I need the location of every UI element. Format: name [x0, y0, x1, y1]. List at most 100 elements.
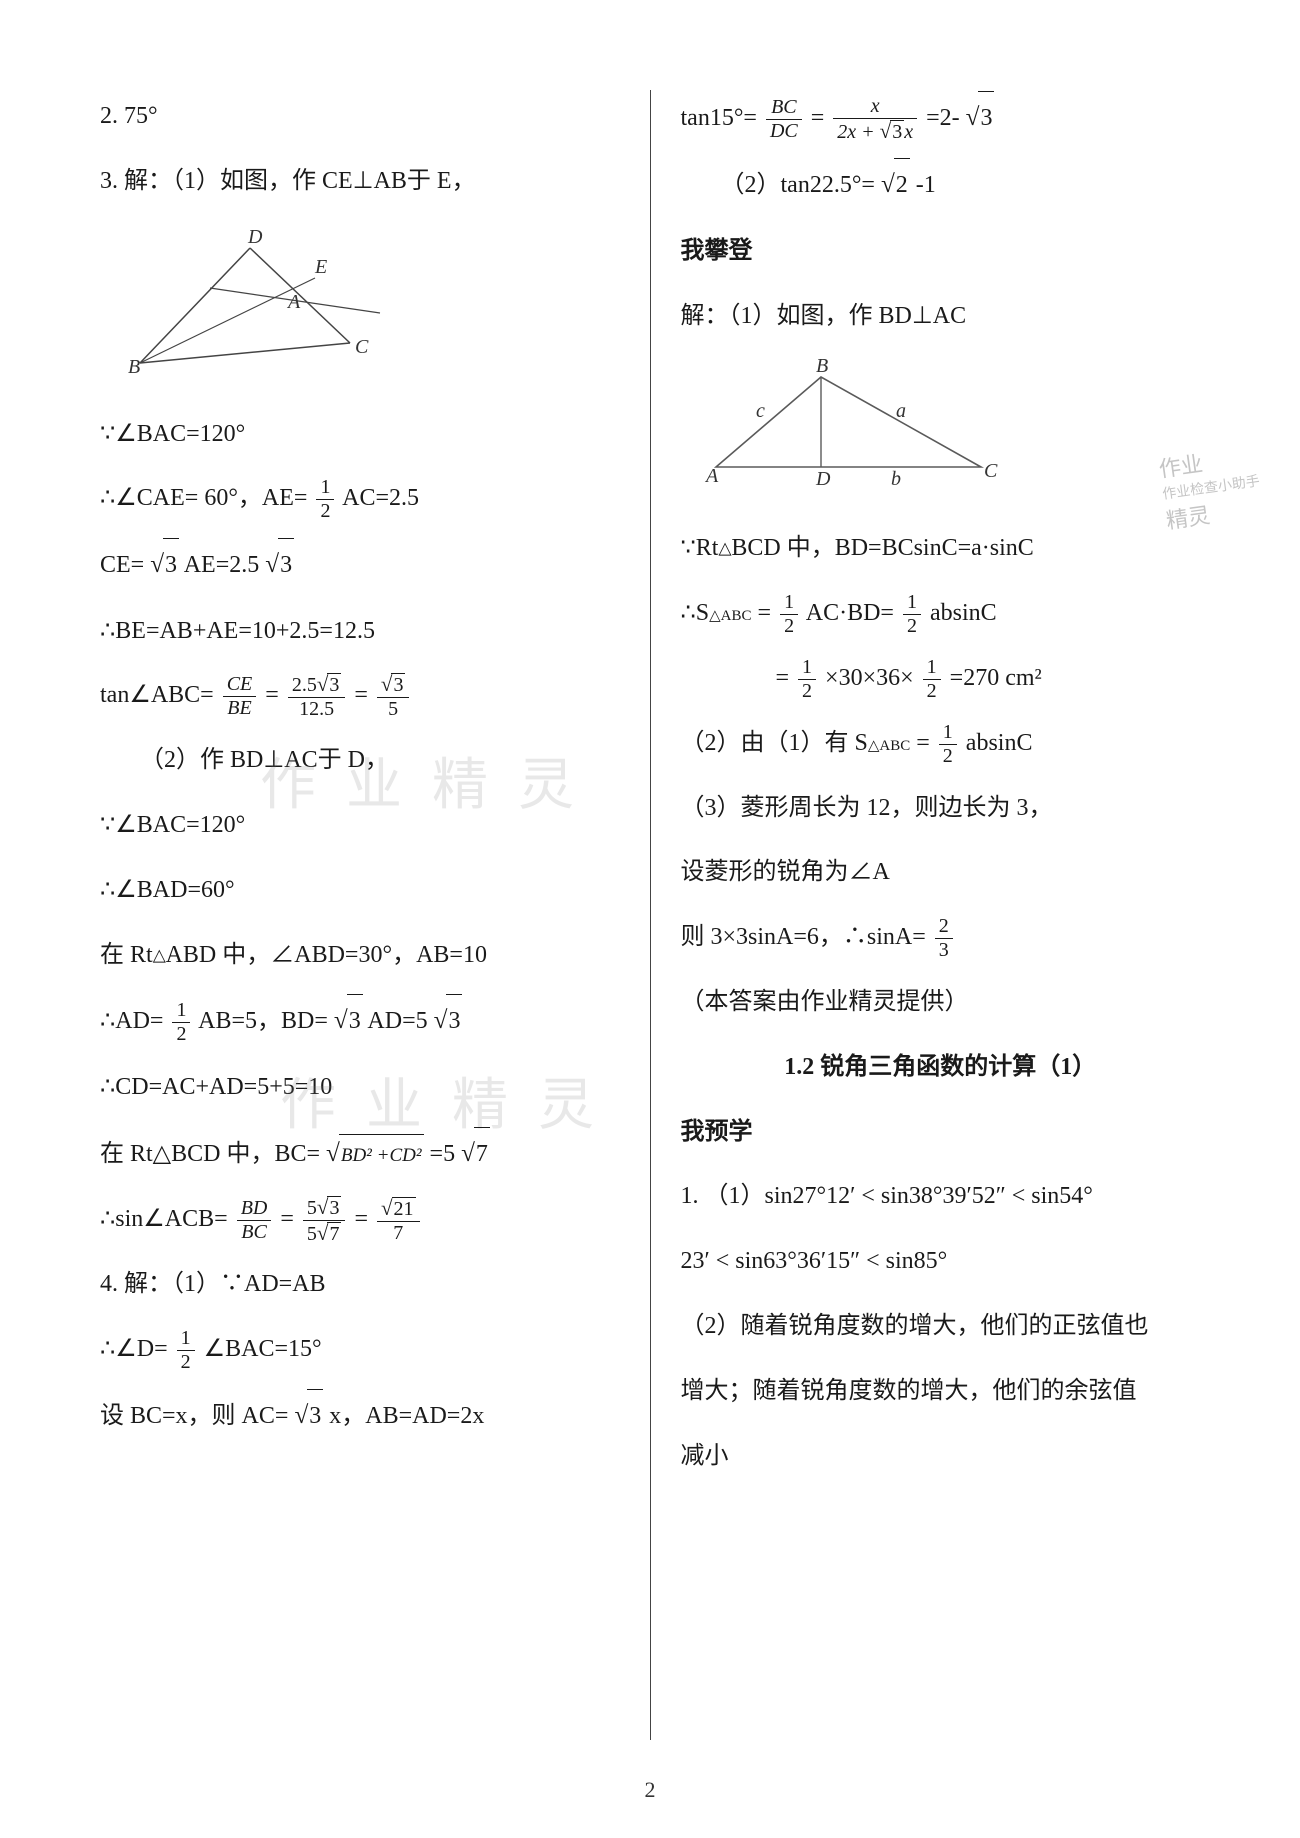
diagram-label: b: [891, 468, 901, 490]
text-fragment: AC·BD=: [806, 600, 900, 626]
text-line: ∴CD=AC+AD=5+5=10: [100, 1061, 620, 1114]
text-fragment: =: [776, 665, 796, 691]
text-fragment: =5: [430, 1141, 456, 1167]
text-fragment: -1: [916, 172, 936, 198]
text-fragment: =: [280, 1206, 300, 1232]
sqrt: 3: [434, 993, 463, 1048]
text-fragment: =: [916, 730, 936, 756]
text-line: CE= 3 AE=2.5 3: [100, 537, 620, 592]
text-fragment: =: [354, 682, 374, 708]
text-fragment: ×30×36×: [825, 665, 920, 691]
section-heading: 1.2 锐角三角函数的计算（1）: [681, 1041, 1201, 1094]
fraction: 12: [177, 1327, 195, 1374]
fraction: 2.53 12.5: [288, 672, 346, 721]
text-line: 解：（1）如图，作 BD⊥AC: [681, 290, 1201, 343]
text-fragment: （2）tan22.5°=: [721, 172, 881, 198]
text-fragment: tan∠ABC=: [100, 682, 220, 708]
text-line: 则 3×3sinA=6，∴sinA= 23: [681, 911, 1201, 964]
left-column: 2. 75° 3. 解：（1）如图，作 CE⊥AB于 E， D E A C B …: [80, 90, 651, 1740]
text-line: 4. 解：（1）∵AD=AB: [100, 1258, 620, 1311]
sqrt: 3: [294, 1388, 323, 1443]
text-line: （2）由（1）有 S△ABC = 12 absinC: [681, 717, 1201, 770]
subscript: △ABC: [868, 738, 910, 754]
text-fragment: AB=5，BD=: [198, 1008, 334, 1034]
text-fragment: ∵Rt△BCD 中，BD=BCsinC=a·sinC: [681, 535, 1034, 561]
text-fragment: CE=: [100, 552, 150, 578]
text-line: ∴S△ABC = 12 AC·BD= 12 absinC: [681, 587, 1201, 640]
fraction: 12: [316, 476, 334, 523]
fraction: 12: [172, 999, 190, 1046]
text-line: 减小: [681, 1430, 1201, 1483]
fraction: 23: [935, 915, 953, 962]
text-line: 增大；随着锐角度数的增大，他们的余弦值: [681, 1365, 1201, 1418]
subscript: △ABC: [709, 608, 751, 624]
fraction: x 2x + 3x: [833, 95, 917, 144]
text-line: （2）作 BD⊥AC于 D，: [100, 734, 620, 787]
diagram-label: C: [355, 336, 369, 358]
text-fragment: 在 Rt△ABD 中，∠ABD=30°，AB=10: [100, 942, 487, 968]
text-fragment: ∴∠CAE= 60°，AE=: [100, 485, 313, 511]
sqrt: 3: [334, 993, 363, 1048]
text-fragment: ∴∠D=: [100, 1336, 174, 1362]
fraction: BDBC: [237, 1197, 272, 1244]
text-line: ∴AD= 12 AB=5，BD= 3 AD=5 3: [100, 993, 620, 1048]
sqrt: 2: [881, 157, 910, 212]
page-container: 2. 75° 3. 解：（1）如图，作 CE⊥AB于 E， D E A C B …: [80, 90, 1220, 1740]
text-fragment: 在 Rt△BCD 中，BC=: [100, 1141, 326, 1167]
text-line: ∴∠BAD=60°: [100, 864, 620, 917]
text-line: 在 Rt△BCD 中，BC= BD² +CD² =5 7: [100, 1126, 620, 1181]
sqrt: 3: [265, 537, 294, 592]
fraction: CEBE: [223, 673, 257, 720]
diagram-label: D: [815, 468, 831, 490]
text-fragment: ∴S: [681, 600, 710, 626]
diagram-label: A: [286, 291, 301, 313]
text-fragment: =: [265, 682, 285, 708]
text-line: ∴sin∠ACB= BDBC = 53 57 = 21 7: [100, 1193, 620, 1246]
sqrt: 7: [461, 1126, 490, 1181]
fraction: 12: [939, 721, 957, 768]
diagram-label: C: [984, 460, 998, 482]
section-heading: 我预学: [681, 1106, 1201, 1159]
text-fragment: =: [811, 105, 831, 131]
diagram-label: D: [247, 226, 263, 248]
text-fragment: 设 BC=x，则 AC=: [100, 1403, 294, 1429]
fraction: 12: [903, 591, 921, 638]
fraction: 53 57: [303, 1195, 346, 1246]
fraction: 3 5: [377, 672, 410, 721]
text-fragment: =: [758, 600, 778, 626]
text-fragment: =2-: [926, 105, 966, 131]
text-line: （2）随着锐角度数的增大，他们的正弦值也: [681, 1300, 1201, 1353]
fraction: 12: [923, 656, 941, 703]
fraction: 12: [780, 591, 798, 638]
sqrt: 3: [966, 90, 995, 145]
sqrt: 3: [150, 537, 179, 592]
text-line: （3）菱形周长为 12，则边长为 3，: [681, 782, 1201, 835]
triangle-diagram-1: D E A C B: [120, 223, 400, 383]
text-fragment: x，AB=AD=2x: [329, 1403, 484, 1429]
text-fragment: absinC: [966, 730, 1033, 756]
text-fragment: 则 3×3sinA=6，∴sinA=: [681, 924, 932, 950]
text-line: tan15°= BCDC = x 2x + 3x =2- 3: [681, 90, 1201, 145]
diagram-label: A: [704, 465, 719, 487]
right-column: tan15°= BCDC = x 2x + 3x =2- 3 （2）tan22.…: [651, 90, 1221, 1740]
text-line: = 12 ×30×36× 12 =270 cm²: [681, 652, 1201, 705]
fraction: BCDC: [766, 96, 802, 143]
text-fragment: （2）由（1）有 S: [681, 730, 868, 756]
text-fragment: ∴sin∠ACB=: [100, 1206, 234, 1232]
page-number: 2: [645, 1777, 656, 1803]
text-fragment: AE=2.5: [184, 552, 260, 578]
text-line: （2）tan22.5°= 2 -1: [681, 157, 1201, 212]
diagram-label: a: [896, 400, 906, 422]
text-line: 设 BC=x，则 AC= 3 x，AB=AD=2x: [100, 1388, 620, 1443]
text-line: ∵∠BAC=120°: [100, 799, 620, 852]
triangle-diagram-2: B a c A D b C: [701, 357, 1041, 497]
fraction: 12: [798, 656, 816, 703]
diagram-label: E: [314, 256, 327, 278]
text-fragment: =: [354, 1206, 374, 1232]
text-line: ∴∠CAE= 60°，AE= 12 AC=2.5: [100, 472, 620, 525]
text-line: ∴∠D= 12 ∠BAC=15°: [100, 1323, 620, 1376]
text-line: （本答案由作业精灵提供）: [681, 976, 1201, 1029]
section-heading: 我攀登: [681, 225, 1201, 278]
text-fragment: ∴AD=: [100, 1008, 169, 1034]
fraction: 21 7: [377, 1196, 420, 1245]
